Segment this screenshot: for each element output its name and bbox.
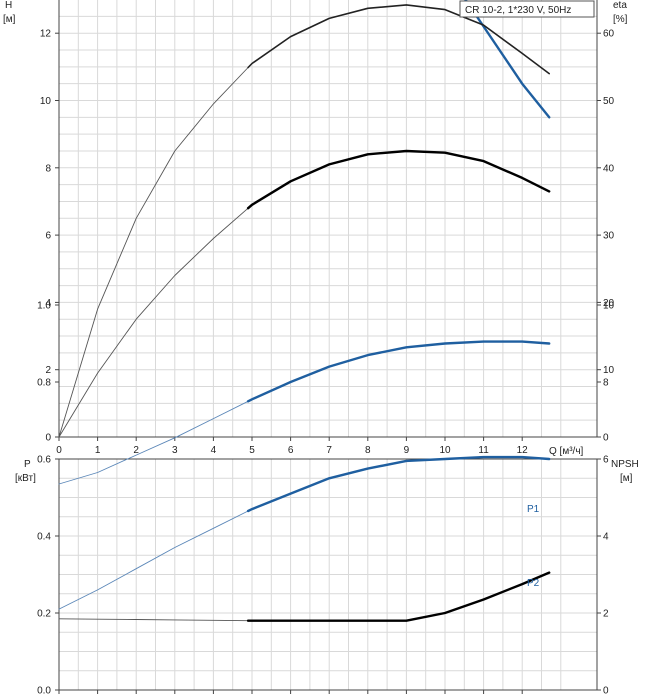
right-y-tick-label: 2 [603, 609, 609, 620]
bottom-left-axis-unit-sub: [кВт] [15, 473, 36, 484]
left-y-tick-label: 10 [40, 96, 52, 107]
curve-p1-bold [246, 340, 551, 403]
right-y-tick-label: 50 [603, 96, 615, 107]
left-y-tick-label: 0.6 [37, 455, 51, 466]
left-y-tick-label: 0 [45, 433, 51, 444]
right-y-tick-label: 6 [603, 455, 609, 466]
left-y-tick-label: 1.0 [37, 301, 51, 312]
x-tick-label: 12 [517, 445, 529, 456]
curve-series-2-thin [58, 618, 249, 622]
head-efficiency-panel: 0246810121416182022010203040506070809010… [40, 0, 615, 456]
right-y-tick-label: 8 [603, 378, 609, 389]
x-tick-label: 1 [95, 445, 101, 456]
x-axis-label: Q [м³/ч] [549, 446, 584, 457]
left-y-tick-label: 0.2 [37, 609, 51, 620]
right-y-tick-label: 30 [603, 231, 615, 242]
series-label-p2: P2 [527, 578, 540, 589]
curve-series-2-bold [246, 571, 551, 622]
legend-box: CR 10-2, 1*230 V, 50Hz [459, 0, 595, 18]
left-y-tick-label: 4 [45, 298, 51, 309]
curve-p1-thin [58, 400, 249, 485]
left-y-tick-label: 0.4 [37, 532, 51, 543]
left-y-tick-label: 6 [45, 231, 51, 242]
curve-series-1-bold [247, 4, 550, 75]
curve-series-1-thin [58, 67, 249, 438]
right-y-tick-label: 0 [603, 686, 609, 697]
x-tick-label: 0 [56, 445, 62, 456]
curve-series-2-bold [246, 149, 551, 210]
x-tick-label: 3 [172, 445, 178, 456]
right-y-tick-label: 0 [603, 433, 609, 444]
left-y-tick-label: 12 [40, 29, 52, 40]
right-y-tick-label: 10 [603, 301, 615, 312]
top-right-axis-unit-sub: [%] [613, 14, 628, 25]
top-left-axis-unit: H [5, 0, 12, 11]
right-y-tick-label: 20 [603, 298, 615, 309]
x-tick-label: 9 [404, 445, 410, 456]
curve-series-2-thin [58, 207, 249, 438]
x-tick-label: 2 [133, 445, 139, 456]
right-y-tick-label: 40 [603, 163, 615, 174]
x-tick-label: 5 [249, 445, 255, 456]
top-right-axis-unit: eta [613, 0, 627, 11]
left-y-tick-label: 8 [45, 163, 51, 174]
left-y-tick-label: 0.0 [37, 686, 51, 697]
curve-p2-thin [58, 510, 249, 610]
x-tick-label: 6 [288, 445, 294, 456]
bottom-left-axis-unit: P [24, 459, 31, 470]
curve-series-0-bold [464, 0, 551, 119]
x-tick-label: 8 [365, 445, 371, 456]
left-y-tick-label: 2 [45, 365, 51, 376]
bottom-right-axis-unit: NPSH [611, 459, 639, 470]
right-y-tick-label: 4 [603, 532, 609, 543]
series-label-p1: P1 [527, 504, 540, 515]
top-left-axis-unit-sub: [м] [3, 14, 16, 25]
right-y-tick-label: 60 [603, 29, 615, 40]
x-tick-label: 4 [211, 445, 217, 456]
x-tick-label: 7 [326, 445, 332, 456]
bottom-right-axis-unit-sub: [м] [620, 473, 633, 484]
x-tick-label: 10 [439, 445, 451, 456]
legend-box-text: CR 10-2, 1*230 V, 50Hz [465, 5, 571, 16]
curve-p2-bold [246, 455, 551, 513]
x-tick-label: 11 [478, 445, 489, 456]
right-y-tick-label: 10 [603, 365, 615, 376]
left-y-tick-label: 0.8 [37, 378, 51, 389]
